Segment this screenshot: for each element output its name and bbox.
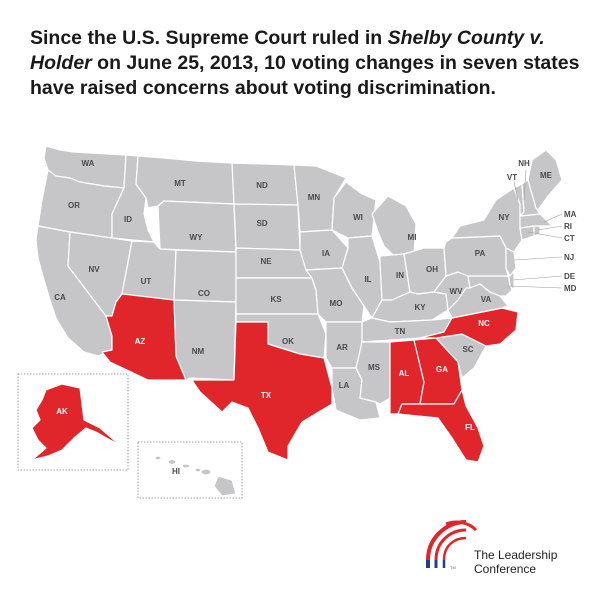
state-shapes (35, 145, 563, 463)
label-mn: MN (308, 193, 321, 202)
label-ca: CA (54, 293, 66, 302)
label-nc: NC (478, 319, 490, 328)
state-hi (154, 455, 237, 497)
state-ma (519, 213, 553, 229)
headline-part2: on June 25, 2013, 10 voting changes in s… (30, 52, 580, 99)
label-mi: MI (408, 233, 417, 242)
label-me: ME (540, 171, 553, 180)
label-ks: KS (270, 295, 282, 304)
label-nd: ND (256, 181, 268, 190)
arch-logo-icon: TM (426, 520, 478, 570)
label-in: IN (396, 271, 404, 280)
label-ut: UT (141, 277, 152, 286)
label-tn: TN (395, 327, 406, 336)
label-nv: NV (88, 265, 100, 274)
hawaii-inset-frame (137, 441, 243, 499)
label-md: MD (564, 284, 577, 293)
headline-part1: Since the U.S. Supreme Court ruled in (30, 27, 388, 49)
label-ak: AK (56, 407, 68, 416)
label-wy: WY (190, 233, 204, 242)
label-co: CO (198, 289, 210, 298)
label-sd: SD (256, 219, 267, 228)
headline: Since the U.S. Supreme Court ruled in Sh… (30, 26, 590, 101)
label-ar: AR (336, 343, 348, 352)
label-ne: NE (260, 257, 272, 266)
label-wi: WI (353, 213, 363, 222)
alaska-inset-frame (17, 373, 129, 471)
label-fl: FL (465, 423, 475, 432)
label-la: LA (339, 381, 350, 390)
leader-lines (507, 169, 563, 289)
label-wv: WV (450, 287, 464, 296)
label-nm: NM (192, 347, 205, 356)
state-ak (31, 383, 125, 461)
label-nh: NH (518, 159, 530, 168)
label-vt: VT (507, 173, 517, 182)
label-ny: NY (498, 213, 510, 222)
label-hi: HI (172, 467, 180, 476)
state-labels: WA OR CA ID NV MT WY UT AZ CO NM ND SD N… (54, 159, 576, 476)
state-nm (173, 299, 237, 381)
label-sc: SC (462, 345, 473, 354)
state-il (341, 235, 383, 319)
label-ok: OK (282, 337, 294, 346)
state-tx (191, 321, 333, 461)
state-me (527, 149, 563, 211)
label-il: IL (364, 275, 371, 284)
logo-text: The Leadership Conference (474, 548, 557, 576)
label-nj: NJ (564, 253, 574, 262)
state-wy (157, 200, 237, 253)
label-mt: MT (174, 179, 186, 188)
label-de: DE (564, 272, 576, 281)
case-name: Shelby County v. Holder (30, 27, 545, 74)
label-pa: PA (475, 249, 486, 258)
logo-tm: TM (450, 565, 456, 570)
state-mi (371, 195, 417, 257)
label-oh: OH (426, 265, 438, 274)
label-ia: IA (322, 249, 330, 258)
state-ut (121, 240, 177, 301)
label-va: VA (481, 295, 492, 304)
state-ri (533, 225, 541, 237)
state-ms (355, 341, 391, 405)
label-ct: CT (564, 234, 575, 243)
logo-line1: The Leadership (474, 548, 558, 562)
label-az: AZ (135, 337, 146, 346)
label-al: AL (399, 369, 410, 378)
label-ga: GA (436, 365, 448, 374)
logo-line2: Conference (474, 562, 537, 576)
label-ma: MA (564, 210, 577, 219)
label-id: ID (124, 215, 132, 224)
label-ms: MS (368, 363, 381, 372)
label-ri: RI (564, 222, 572, 231)
label-tx: TX (261, 391, 272, 400)
label-mo: MO (330, 299, 343, 308)
label-wa: WA (82, 159, 95, 168)
label-ky: KY (414, 303, 426, 312)
state-fl (397, 389, 485, 463)
label-or: OR (68, 201, 80, 210)
